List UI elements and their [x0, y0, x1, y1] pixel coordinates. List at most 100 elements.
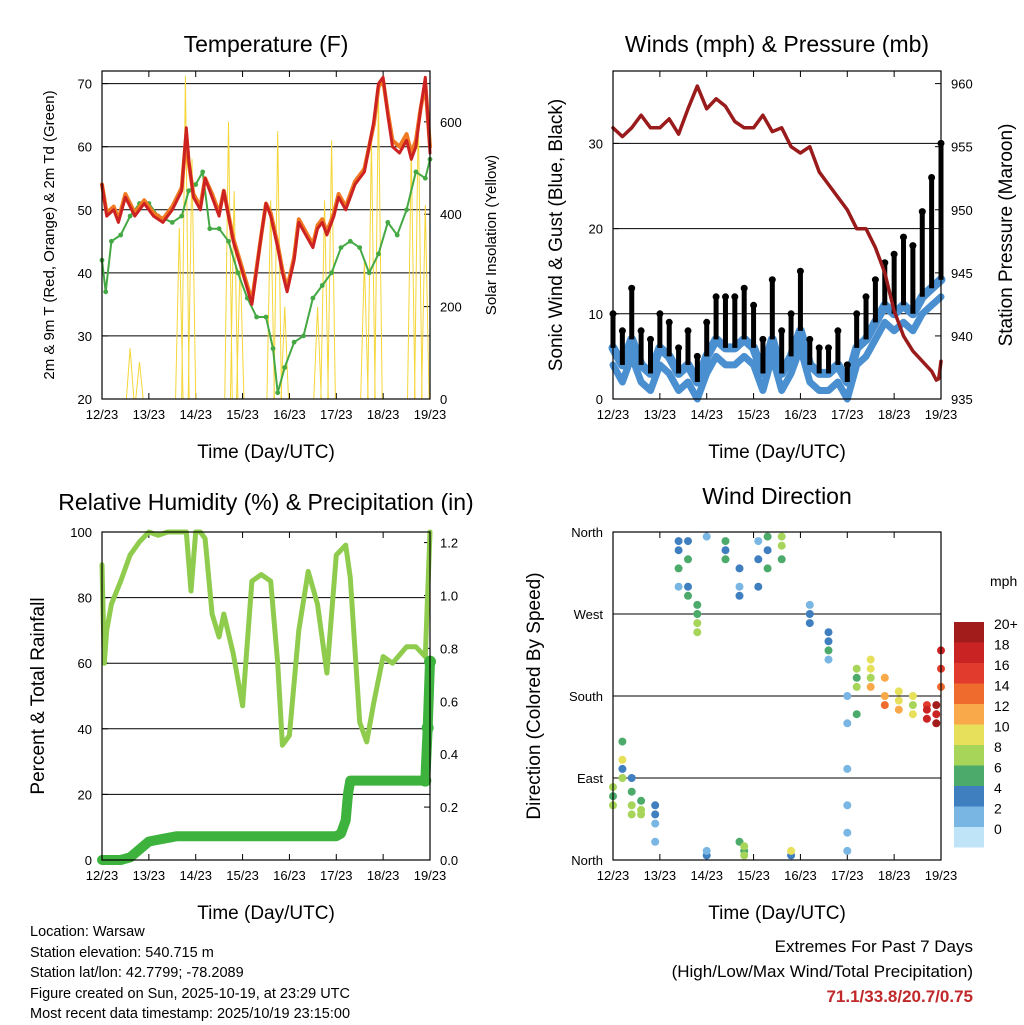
- direction-point: [735, 564, 744, 573]
- y2-tick-label: 935: [951, 392, 973, 407]
- direction-point: [754, 555, 763, 564]
- y2-axis-label: Solar Insolation (Yellow): [483, 155, 500, 315]
- direction-point: [693, 610, 702, 618]
- sonic-wind-band-low: [609, 293, 945, 403]
- rainfall-point: [421, 721, 434, 734]
- x-tick-label: 13/23: [133, 407, 166, 422]
- direction-point: [618, 764, 627, 773]
- direction-point: [843, 801, 852, 810]
- insolation-spike: [175, 228, 184, 400]
- x-tick-label: 19/23: [925, 407, 958, 422]
- direction-point: [721, 537, 730, 546]
- y2-tick-label: 940: [951, 329, 973, 344]
- insolation-spike: [273, 131, 282, 400]
- x-tick-label: 14/23: [179, 407, 212, 422]
- direction-point: [843, 846, 852, 855]
- y-axis-label: Sonic Wind & Gust (Blue, Black): [546, 99, 567, 371]
- x-tick-label: 16/23: [273, 407, 306, 422]
- y2-tick-label: 0.2: [440, 800, 458, 815]
- direction-point: [908, 692, 917, 700]
- direction-point: [693, 628, 702, 637]
- y2-tick-label: 955: [951, 140, 973, 155]
- legend-label: 12: [994, 698, 1010, 714]
- legend-label: 10: [994, 719, 1010, 735]
- insolation-spike: [327, 140, 336, 400]
- y-tick-label: 60: [78, 656, 92, 671]
- direction-point: [702, 846, 711, 855]
- direction-point: [627, 774, 636, 782]
- latlon-text: Station lat/lon: 42.7799; -78.2089: [30, 965, 244, 981]
- insolation-spike: [421, 204, 430, 400]
- insolation-spike: [229, 191, 239, 400]
- legend-swatch: [954, 827, 984, 848]
- direction-point: [735, 582, 744, 591]
- x-tick-label: 16/23: [784, 407, 817, 422]
- direction-point: [908, 710, 917, 719]
- direction-point: [763, 546, 772, 555]
- rainfall-line: [97, 656, 435, 865]
- elevation-text: Station elevation: 540.715 m: [30, 944, 214, 961]
- legend-label: 4: [994, 780, 1002, 796]
- direction-point: [777, 532, 786, 541]
- x-tick-label: 18/23: [367, 868, 400, 883]
- plot-border: [612, 531, 942, 861]
- direction-point: [674, 582, 683, 591]
- direction-point: [777, 541, 786, 550]
- direction-point: [674, 564, 683, 573]
- legend-swatch: [954, 663, 984, 684]
- direction-point: [880, 701, 889, 710]
- panel-humidity: Relative Humidity (%) & Precipitation (i…: [28, 489, 474, 924]
- direction-point: [922, 714, 931, 723]
- y2-tick-label: 200: [440, 300, 462, 315]
- y-tick-label: 100: [70, 525, 92, 540]
- x-axis-label: Time (Day/UTC): [197, 903, 335, 924]
- location-text: Location: Warsaw: [30, 924, 145, 940]
- direction-point: [618, 755, 627, 764]
- y-tick-label: 20: [78, 787, 92, 802]
- direction-point: [894, 687, 903, 696]
- station-info: Location: Warsaw Station elevation: 540.…: [30, 922, 350, 1025]
- pressure-line: [611, 84, 943, 382]
- insolation-spike: [266, 200, 275, 400]
- y-tick-label: 40: [78, 722, 92, 737]
- direction-point: [721, 546, 730, 555]
- direction-point: [787, 846, 796, 855]
- x-tick-label: 19/23: [414, 868, 447, 883]
- y-tick-label: 20: [589, 222, 603, 237]
- direction-point: [824, 628, 833, 637]
- direction-point: [908, 701, 917, 710]
- x-tick-label: 18/23: [878, 407, 911, 422]
- insolation-spike: [360, 260, 369, 400]
- direction-point: [894, 696, 903, 705]
- insolation-spike: [280, 306, 289, 400]
- y-tick-label: 50: [78, 203, 92, 218]
- direction-point: [674, 546, 683, 555]
- legend-label: 16: [994, 657, 1010, 673]
- direction-point: [894, 705, 903, 714]
- x-tick-label: 13/23: [644, 868, 677, 883]
- y-tick-label: 30: [78, 329, 92, 344]
- direction-point: [852, 710, 861, 719]
- panel-title: Relative Humidity (%) & Precipitation (i…: [58, 489, 473, 515]
- x-tick-label: 15/23: [226, 407, 259, 422]
- plot-border: [101, 70, 431, 400]
- y2-tick-label: 960: [951, 77, 973, 92]
- insolation-spike: [135, 361, 144, 400]
- panel-temperature: Temperature (F) Time (Day/UTC) 2m & 9m T (…: [41, 31, 500, 463]
- y-tick-label: 80: [78, 591, 92, 606]
- direction-point: [618, 774, 627, 782]
- insolation-spike: [414, 112, 423, 400]
- plot-border: [612, 70, 942, 400]
- y-tick-label: West: [574, 607, 604, 622]
- panel-wind-direction: Wind Direction Time (Day/UTC) Direction (C…: [524, 483, 1018, 924]
- x-tick-label: 13/23: [644, 407, 677, 422]
- direction-point: [843, 692, 852, 700]
- x-axis-label: Time (Day/UTC): [708, 903, 846, 924]
- speed-legend: mph 20+ 18 16 14 12 10 8 6 4 2 0: [954, 573, 1018, 848]
- direction-point: [843, 764, 852, 773]
- y2-tick-label: 1.0: [440, 588, 458, 603]
- legend-swatch: [954, 806, 984, 827]
- panel-title: Winds (mph) & Pressure (mb): [625, 31, 929, 57]
- x-tick-label: 16/23: [784, 868, 817, 883]
